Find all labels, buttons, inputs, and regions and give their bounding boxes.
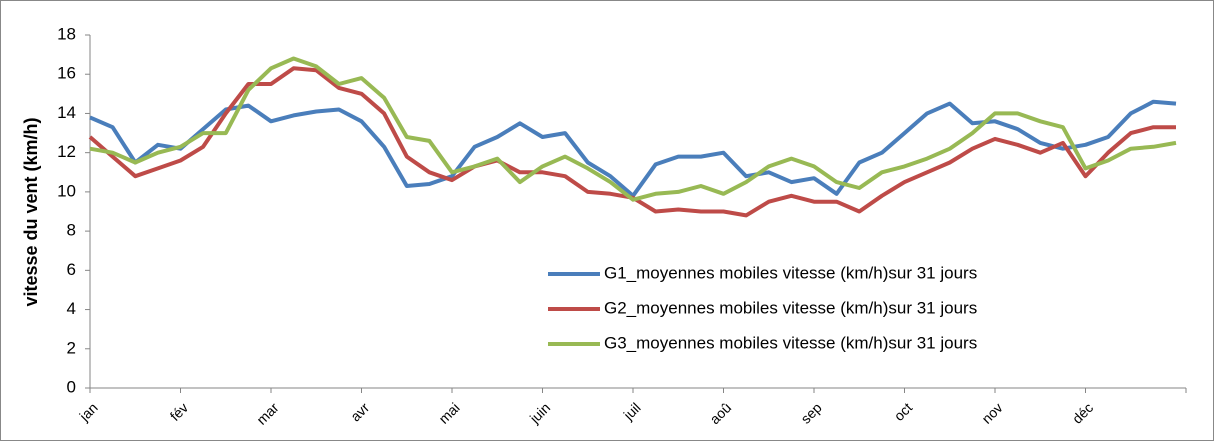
y-tick-label: 18	[57, 24, 76, 43]
y-tick-label: 14	[57, 103, 76, 122]
legend-label: G3_moyennes mobiles vitesse (km/h)sur 31…	[604, 333, 977, 352]
y-tick-label: 2	[67, 338, 76, 357]
y-tick-label: 6	[67, 260, 76, 279]
legend-label: G2_moyennes mobiles vitesse (km/h)sur 31…	[604, 298, 977, 317]
y-tick-label: 0	[67, 377, 76, 396]
y-axis-label: vitesse du vent (km/h)	[21, 117, 41, 306]
y-tick-label: 12	[57, 142, 76, 161]
y-tick-label: 8	[67, 221, 76, 240]
legend-label: G1_moyennes mobiles vitesse (km/h)sur 31…	[604, 263, 977, 282]
y-tick-label: 10	[57, 181, 76, 200]
series-line	[89, 56, 1177, 202]
y-tick-label: 16	[57, 64, 76, 83]
y-tick-label: 4	[67, 299, 76, 318]
